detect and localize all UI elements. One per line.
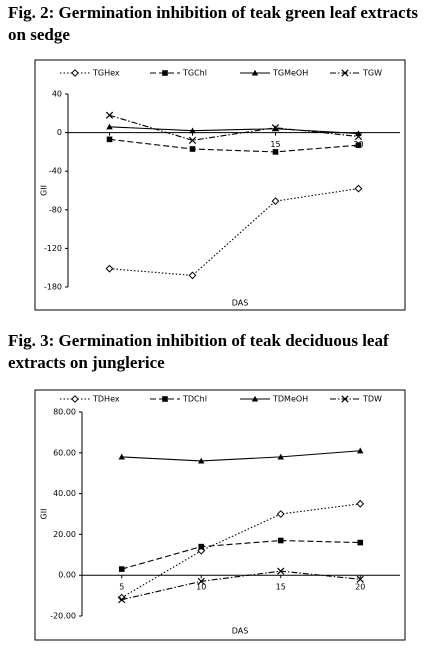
y-tick-label: 0 (57, 128, 62, 137)
marker (117, 593, 126, 602)
marker (271, 197, 280, 206)
legend-label: TGChl (182, 69, 207, 78)
marker (277, 453, 284, 460)
marker (277, 567, 285, 575)
marker (105, 264, 114, 273)
marker (356, 575, 364, 583)
marker (188, 271, 197, 280)
plot-frame (34, 59, 406, 311)
marker (118, 453, 125, 460)
x-tick-label: 15 (276, 583, 286, 592)
marker (162, 70, 168, 76)
marker (341, 69, 349, 77)
marker (341, 395, 349, 403)
marker (197, 546, 206, 555)
x-tick-label: 5 (119, 583, 124, 592)
marker (106, 123, 113, 130)
y-tick-label: 80.00 (53, 408, 76, 417)
marker (118, 596, 126, 604)
y-axis-label: GII (40, 185, 49, 196)
legend-label: TDW (362, 395, 382, 404)
series-line (121, 539, 361, 570)
y-tick-label: 20.00 (53, 530, 76, 539)
legend-label: TGMeOH (272, 69, 308, 78)
figure-caption: Fig. 2: Germination inhibition of teak g… (8, 3, 418, 44)
marker (272, 149, 279, 155)
marker (354, 132, 363, 141)
legend-label: TDHex (92, 395, 120, 404)
figure-caption: Fig. 3: Germination inhibition of teak d… (8, 331, 389, 372)
marker (71, 395, 79, 403)
series-line (109, 138, 359, 153)
y-tick-label: 40.00 (53, 489, 76, 498)
marker (106, 136, 113, 143)
marker (251, 69, 259, 76)
marker (271, 124, 280, 132)
legend-label: TDChl (182, 395, 207, 404)
x-axis-label: DAS (232, 627, 249, 636)
series-line (109, 114, 359, 141)
marker (162, 396, 168, 402)
marker (357, 539, 364, 546)
marker (357, 447, 364, 454)
marker (198, 457, 205, 464)
x-tick-label: 15 (270, 140, 280, 149)
marker (251, 395, 259, 402)
legend-label: TGW (362, 69, 382, 78)
marker (276, 510, 285, 518)
marker (277, 537, 284, 544)
series-line (109, 188, 359, 276)
marker (71, 69, 79, 77)
chart: 80.00 60.00 40.00 20.00 0.00 -20.00 5 10 15 20 DAS… (34, 389, 406, 641)
series-line (121, 503, 361, 599)
y-axis-label: GII (40, 509, 49, 520)
y-tick-label: -40 (49, 167, 62, 176)
series-line (121, 450, 361, 462)
marker (355, 142, 362, 148)
marker (118, 566, 125, 572)
marker (188, 136, 197, 144)
marker (198, 543, 205, 550)
y-tick-label: 60.00 (53, 448, 76, 457)
y-tick-label: 40 (52, 90, 62, 99)
plot-frame (34, 389, 406, 641)
legend-label: TDMeOH (272, 395, 308, 404)
chart: 400-40-80-120-1801520DASGIITGHexTGChlTGM… (34, 59, 406, 311)
y-tick-label: -20.00 (50, 612, 76, 621)
marker (356, 499, 365, 508)
x-tick-label: 20 (355, 583, 365, 592)
marker (105, 111, 114, 119)
y-tick-label: 0.00 (58, 571, 76, 580)
series-line (109, 126, 359, 135)
marker (189, 146, 196, 152)
legend-label: TGHex (92, 69, 120, 78)
y-tick-label: -120 (44, 244, 62, 253)
y-tick-label: -80 (49, 205, 62, 214)
y-tick-label: -180 (44, 283, 62, 292)
marker (189, 127, 196, 134)
marker (197, 577, 205, 585)
marker (354, 184, 363, 193)
x-tick-label: 10 (196, 583, 206, 592)
x-axis-label: DAS (232, 299, 249, 308)
